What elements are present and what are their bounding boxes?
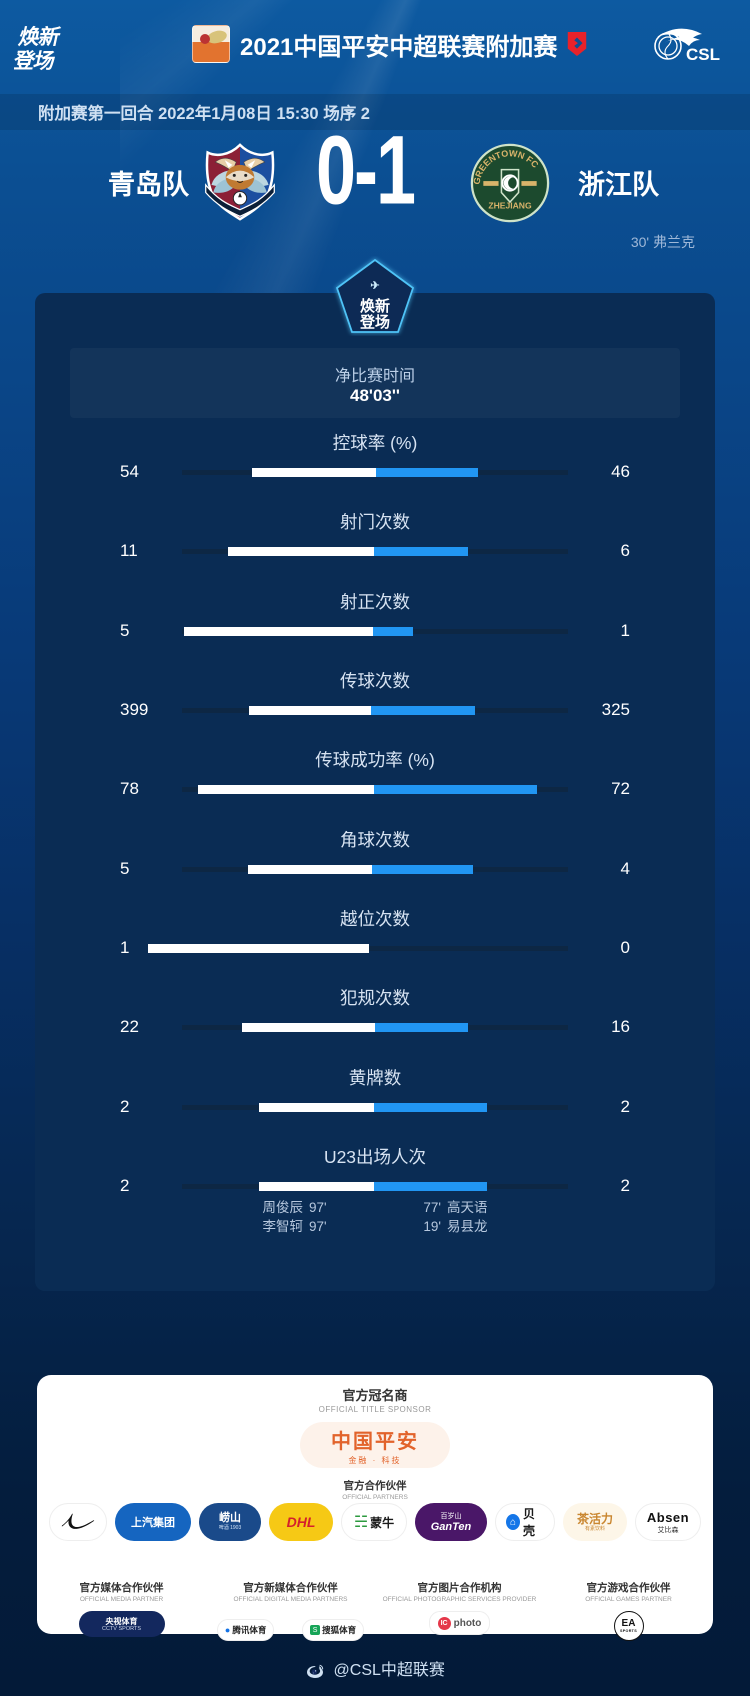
svg-text:焕新: 焕新 <box>17 24 63 49</box>
svg-text:焕新: 焕新 <box>360 297 390 315</box>
svg-text:✈: ✈ <box>370 280 379 292</box>
svg-text:ZHEJIANG: ZHEJIANG <box>488 201 532 211</box>
svg-text:登场: 登场 <box>14 49 57 73</box>
svg-text:CSL: CSL <box>686 45 720 64</box>
svg-text:登场: 登场 <box>359 313 390 331</box>
